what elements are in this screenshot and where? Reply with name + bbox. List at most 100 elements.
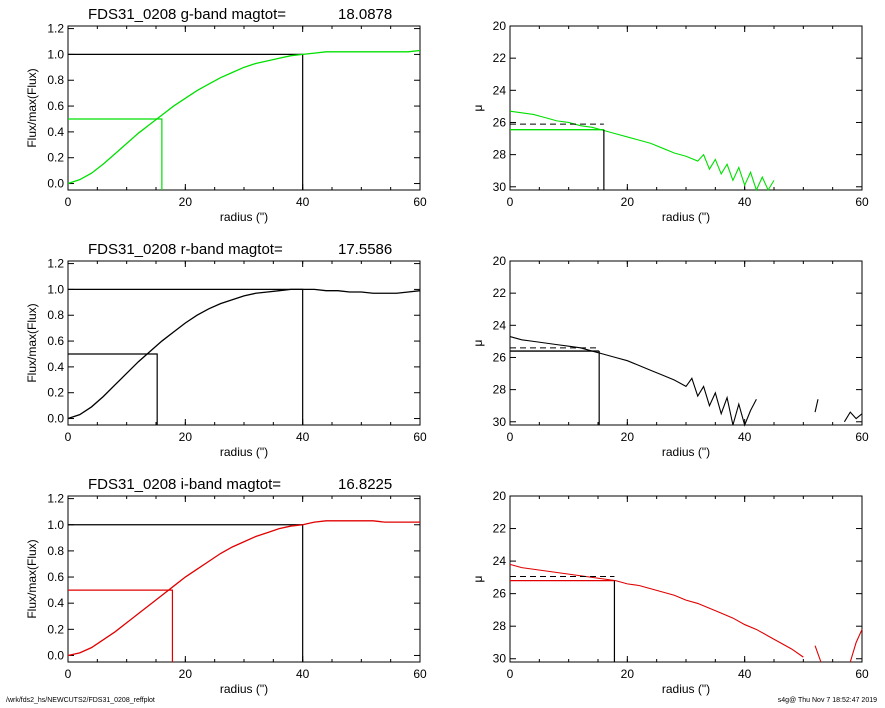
profile-r-profile-segment [814,399,819,413]
profile-i-ylabel: μ [471,575,485,582]
growth-r-ytick-label: 0.0 [47,412,64,426]
profile-g-ytick-label: 22 [493,51,507,65]
growth-g-ytick-label: 1.0 [47,47,64,61]
profile-i-profile-segment [849,629,863,663]
profile-i-ytick-label: 20 [493,489,507,503]
profile-r-profile-segment [843,411,863,423]
footer-timestamp: s4g@ Thu Nov 7 18:52:47 2019 [777,697,877,704]
profile-i-ytick-label: 26 [493,587,507,601]
growth-i-xtick-label: 40 [296,667,310,681]
profile-i-ytick-label: 24 [493,554,507,568]
growth-g-ylabel: Flux/max(Flux) [25,68,39,147]
profile-r-ytick-label: 26 [493,350,507,364]
growth-r-ytick-label: 0.2 [47,386,64,400]
profile-r-ytick-label: 28 [493,383,507,397]
growth-i-half-light-line [68,589,174,662]
profile-g-frame [509,25,863,191]
profile-i-xtick-label: 60 [855,667,869,681]
growth-i-xtick-label: 60 [413,667,427,681]
growth-r-xlabel: radius (") [220,445,268,459]
growth-i-xtick-label: 0 [65,667,72,681]
growth-g-title: FDS31_0208 g-band magtot= [88,6,286,23]
growth-r-ytick-label: 1.2 [47,257,64,271]
growth-r-title: FDS31_0208 r-band magtot= [88,241,283,258]
growth-r-xtick-label: 40 [296,430,310,444]
growth-i-ytick-label: 1.2 [47,492,64,506]
growth-g-ytick-label: 0.8 [47,73,64,87]
growth-r-ytick-label: 1.0 [47,282,64,296]
growth-r-title-value: 17.5586 [338,241,392,258]
growth-r-ytick-label: 0.6 [47,334,64,348]
profile-g-ytick-label: 30 [493,180,507,194]
profile-i-xtick-label: 0 [507,667,514,681]
growth-r-half-light-line [68,353,158,425]
profile-i-xlabel: radius (") [662,682,710,696]
profile-g-ylabel: μ [471,104,485,111]
profile-i-profile-segment [814,645,822,663]
growth-r-total-light-line [68,288,304,425]
profile-r-profile-line [509,336,757,427]
growth-r-xtick-label: 0 [65,430,72,444]
growth-g-ytick-label: 0.2 [47,151,64,165]
growth-i-xtick-label: 20 [179,667,193,681]
profile-g-ytick-label: 28 [493,148,507,162]
growth-i-ytick-label: 0.6 [47,570,64,584]
profile-r-ylabel: μ [471,339,485,346]
growth-g-xtick-label: 60 [413,195,427,209]
growth-i-ytick-label: 1.0 [47,518,64,532]
growth-i-ytick-label: 0.0 [47,648,64,662]
profile-g-xtick-label: 60 [855,195,869,209]
footer-file-path: /wrk/fds2_hs/NEWCUTS2/FDS31_0208_reffplo… [6,697,155,704]
growth-r-growth-curve [67,288,421,420]
profile-r-xtick-label: 40 [738,430,752,444]
profile-r-ytick-label: 30 [493,415,507,429]
profile-r-xtick-label: 0 [507,430,514,444]
growth-g-xtick-label: 40 [296,195,310,209]
profile-g-xlabel: radius (") [662,210,710,224]
growth-r-ytick-label: 0.8 [47,308,64,322]
profile-r-ytick-label: 24 [493,318,507,332]
growth-i-ytick-label: 0.8 [47,544,64,558]
profile-r-frame [509,260,863,426]
profile-r-ytick-label: 20 [493,254,507,268]
profile-i-ytick-label: 30 [493,652,507,666]
growth-g-ytick-label: 0.6 [47,99,64,113]
growth-r-ytick-label: 0.4 [47,360,64,374]
profile-i-xtick-label: 20 [621,667,635,681]
profile-g-xtick-label: 20 [621,195,635,209]
profile-g-xtick-label: 0 [507,195,514,209]
growth-i-xlabel: radius (") [220,682,268,696]
growth-g-frame [67,25,421,191]
growth-i-title-value: 16.8225 [338,476,392,493]
profile-r-xlabel: radius (") [662,445,710,459]
profile-i-profile-line [509,563,804,658]
growth-g-xlabel: radius (") [220,210,268,224]
growth-r-frame [67,260,421,426]
growth-i-title: FDS31_0208 i-band magtot= [88,476,281,493]
profile-g-xtick-label: 40 [738,195,752,209]
growth-g-ytick-label: 0.4 [47,125,64,139]
profile-i-ytick-label: 28 [493,619,507,633]
growth-g-ytick-label: 1.2 [47,22,64,36]
growth-g-xtick-label: 0 [65,195,72,209]
profile-r-ytick-label: 22 [493,286,507,300]
profile-i-xtick-label: 40 [738,667,752,681]
profile-r-xtick-label: 60 [855,430,869,444]
growth-r-ylabel: Flux/max(Flux) [25,303,39,382]
growth-g-half-light-line [68,118,163,190]
growth-g-ytick-label: 0.0 [47,177,64,191]
growth-g-title-value: 18.0878 [338,6,392,23]
growth-g-growth-curve [67,49,421,185]
growth-i-ytick-label: 0.4 [47,596,64,610]
growth-r-xtick-label: 20 [179,430,193,444]
growth-g-total-light-line [68,53,304,190]
profile-r-xtick-label: 20 [621,430,635,444]
profile-i-frame [509,495,863,663]
growth-i-ylabel: Flux/max(Flux) [25,539,39,618]
growth-g-xtick-label: 20 [179,195,193,209]
profile-g-ytick-label: 26 [493,115,507,129]
profile-g-ytick-label: 20 [493,19,507,33]
growth-i-growth-curve [67,520,420,657]
profile-g-ytick-label: 24 [493,83,507,97]
